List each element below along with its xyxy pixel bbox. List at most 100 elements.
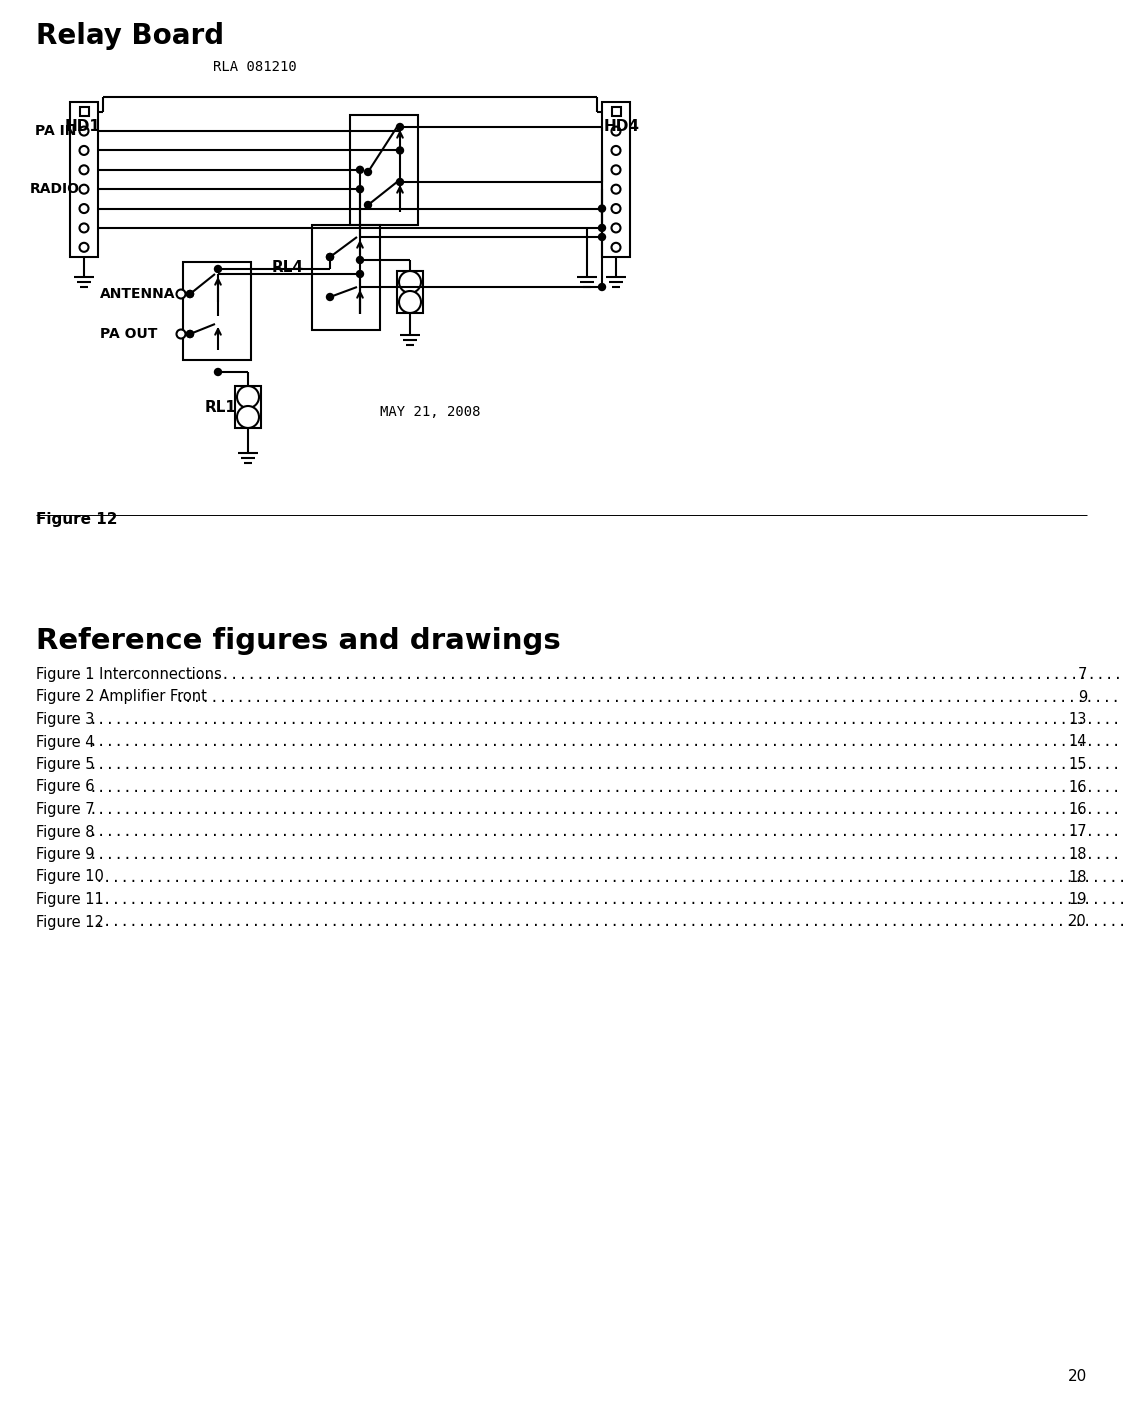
Circle shape xyxy=(327,294,334,301)
Text: Reference figures and drawings: Reference figures and drawings xyxy=(36,627,560,655)
Circle shape xyxy=(356,167,364,174)
Circle shape xyxy=(214,265,221,273)
Circle shape xyxy=(186,330,193,337)
Circle shape xyxy=(396,147,403,154)
Circle shape xyxy=(80,185,89,193)
Text: ................................................................................: ........................................… xyxy=(89,847,1123,861)
Text: 20: 20 xyxy=(1068,1370,1087,1384)
Text: HD4: HD4 xyxy=(604,119,640,134)
Text: Figure 12: Figure 12 xyxy=(36,513,118,527)
Text: Figure 2 Amplifier Front: Figure 2 Amplifier Front xyxy=(36,689,207,705)
Circle shape xyxy=(237,407,259,428)
Text: 15: 15 xyxy=(1068,757,1087,772)
Text: 19: 19 xyxy=(1068,892,1087,907)
Text: Figure 8: Figure 8 xyxy=(36,825,99,840)
Text: Figure 6: Figure 6 xyxy=(36,779,99,795)
Circle shape xyxy=(612,205,621,213)
Circle shape xyxy=(612,223,621,233)
Circle shape xyxy=(356,186,364,192)
Bar xyxy=(80,107,89,116)
Text: ................................................................................: ........................................… xyxy=(89,802,1123,818)
Circle shape xyxy=(396,178,403,185)
Text: ANTENNA: ANTENNA xyxy=(100,287,175,301)
Text: ................................................................................: ........................................… xyxy=(89,779,1123,795)
Text: 18: 18 xyxy=(1068,870,1087,884)
Circle shape xyxy=(80,127,89,136)
Circle shape xyxy=(356,257,364,264)
Circle shape xyxy=(176,329,185,339)
Circle shape xyxy=(80,145,89,155)
Circle shape xyxy=(214,369,221,376)
Circle shape xyxy=(599,284,605,291)
Text: Figure 1 Interconnections: Figure 1 Interconnections xyxy=(36,666,227,682)
Text: Figure 11: Figure 11 xyxy=(36,892,109,907)
Text: RL4: RL4 xyxy=(272,260,304,274)
Circle shape xyxy=(612,243,621,251)
Text: Figure 3: Figure 3 xyxy=(36,712,99,727)
Circle shape xyxy=(399,271,421,294)
Text: ................................................................................: ........................................… xyxy=(89,757,1123,772)
Text: PA OUT: PA OUT xyxy=(100,328,157,342)
Circle shape xyxy=(80,243,89,251)
Text: 16: 16 xyxy=(1068,779,1087,795)
Text: 16: 16 xyxy=(1068,802,1087,818)
Text: Figure 10: Figure 10 xyxy=(36,870,109,884)
Text: 7: 7 xyxy=(1078,666,1087,682)
Circle shape xyxy=(80,205,89,213)
Circle shape xyxy=(186,291,193,298)
Bar xyxy=(183,263,252,360)
Text: HD1: HD1 xyxy=(65,119,101,134)
Circle shape xyxy=(599,233,605,240)
Text: RLA 081210: RLA 081210 xyxy=(213,59,296,73)
Text: 18: 18 xyxy=(1068,847,1087,861)
Text: Figure 4: Figure 4 xyxy=(36,734,99,750)
Circle shape xyxy=(80,223,89,233)
Bar xyxy=(312,225,380,330)
Circle shape xyxy=(365,202,372,209)
Circle shape xyxy=(612,145,621,155)
Bar xyxy=(602,102,630,257)
Circle shape xyxy=(612,127,621,136)
Text: RADIO: RADIO xyxy=(30,182,80,196)
Circle shape xyxy=(612,185,621,193)
Text: Figure 7: Figure 7 xyxy=(36,802,99,818)
Circle shape xyxy=(327,254,334,260)
Text: ................................................................................: ........................................… xyxy=(186,666,1123,682)
Text: 17: 17 xyxy=(1068,825,1087,840)
Text: ................................................................................: ........................................… xyxy=(94,915,1123,929)
Circle shape xyxy=(365,168,372,175)
Text: ................................................................................: ........................................… xyxy=(175,689,1123,705)
Text: 13: 13 xyxy=(1069,712,1087,727)
Text: RL1: RL1 xyxy=(206,400,237,415)
Bar xyxy=(398,271,423,313)
Circle shape xyxy=(599,205,605,212)
Circle shape xyxy=(599,225,605,232)
Circle shape xyxy=(399,291,421,313)
Circle shape xyxy=(80,165,89,174)
Text: ................................................................................: ........................................… xyxy=(94,870,1123,884)
Bar xyxy=(350,114,418,225)
Circle shape xyxy=(327,254,334,260)
Circle shape xyxy=(237,385,259,408)
Text: 9: 9 xyxy=(1078,689,1087,705)
Text: PA IN: PA IN xyxy=(35,124,76,138)
Circle shape xyxy=(396,123,403,130)
Text: ................................................................................: ........................................… xyxy=(89,734,1123,750)
Circle shape xyxy=(356,271,364,278)
Text: 20: 20 xyxy=(1068,915,1087,929)
Text: Figure 9: Figure 9 xyxy=(36,847,99,861)
Text: Figure 5: Figure 5 xyxy=(36,757,99,772)
Text: ................................................................................: ........................................… xyxy=(89,712,1123,727)
Text: MAY 21, 2008: MAY 21, 2008 xyxy=(380,405,481,419)
Bar xyxy=(235,385,261,428)
Circle shape xyxy=(176,289,185,298)
Bar xyxy=(70,102,98,257)
Text: 14: 14 xyxy=(1068,734,1087,750)
Circle shape xyxy=(186,330,193,337)
Text: Relay Board: Relay Board xyxy=(36,23,225,49)
Text: Figure 12: Figure 12 xyxy=(36,915,109,929)
Circle shape xyxy=(612,165,621,174)
Circle shape xyxy=(186,291,193,298)
Bar xyxy=(612,107,621,116)
Text: ................................................................................: ........................................… xyxy=(89,825,1123,840)
